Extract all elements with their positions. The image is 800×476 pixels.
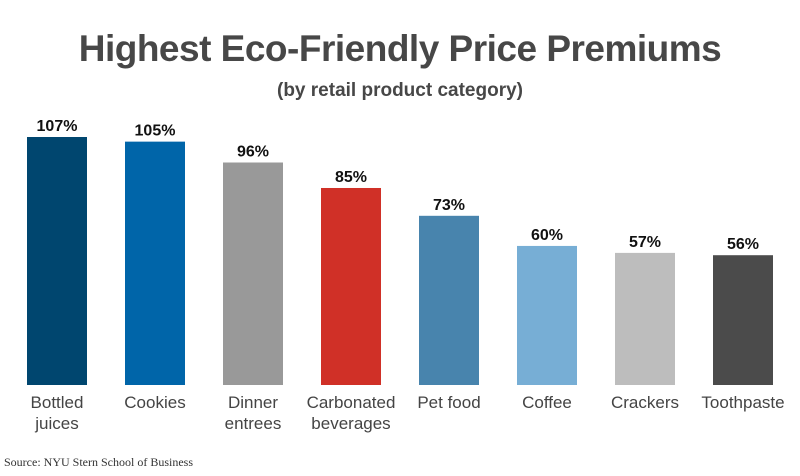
bar-7 <box>713 255 773 385</box>
value-label-2: 96% <box>237 143 269 160</box>
value-label-6: 57% <box>629 234 661 251</box>
value-label-7: 56% <box>727 236 759 253</box>
category-label-2-line2: entrees <box>225 414 282 433</box>
bar-3 <box>321 187 381 385</box>
category-label-4: Pet food <box>417 393 480 412</box>
chart-title: Highest Eco-Friendly Price Premiums <box>78 28 722 69</box>
value-label-1: 105% <box>135 123 176 140</box>
category-label-3: Carbonated <box>307 393 396 412</box>
bar-0 <box>27 137 87 385</box>
bar-2 <box>223 162 283 385</box>
bar-6 <box>615 252 675 385</box>
value-label-0: 107% <box>37 118 78 135</box>
value-label-5: 60% <box>531 227 563 244</box>
value-label-4: 73% <box>433 197 465 214</box>
category-label-0: Bottled <box>31 393 84 412</box>
value-label-3: 85% <box>335 169 367 186</box>
category-label-1: Cookies <box>124 393 185 412</box>
bar-5 <box>517 245 577 385</box>
category-label-3-line2: beverages <box>311 414 390 433</box>
bar-4 <box>419 215 479 385</box>
category-label-0-line2: juices <box>34 414 78 433</box>
category-label-2: Dinner <box>228 393 278 412</box>
category-label-5: Coffee <box>522 393 572 412</box>
bar-1 <box>125 141 185 385</box>
category-label-6: Crackers <box>611 393 679 412</box>
source-note: Source: NYU Stern School of Business <box>4 455 193 469</box>
category-label-7: Toothpaste <box>701 393 784 412</box>
chart-subtitle: (by retail product category) <box>277 80 523 101</box>
